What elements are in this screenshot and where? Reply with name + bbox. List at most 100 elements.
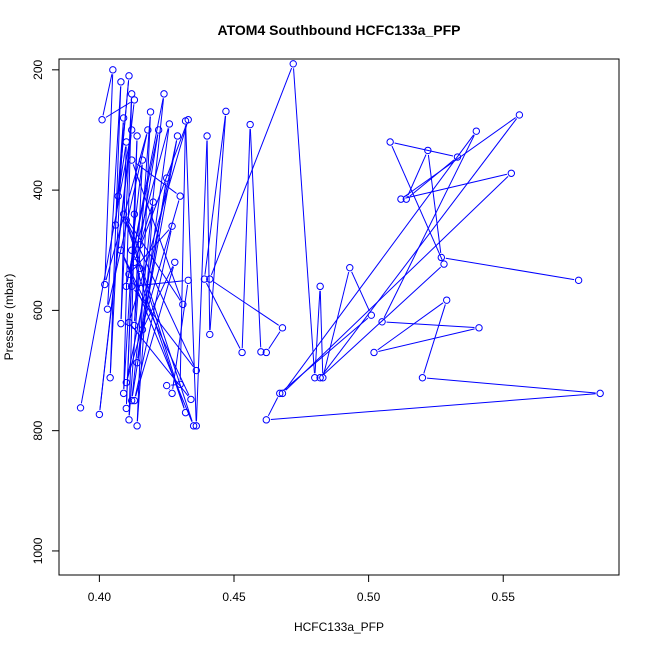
data-point — [109, 66, 117, 74]
data-point — [386, 138, 394, 146]
data-point — [136, 241, 144, 249]
series-segment — [391, 145, 443, 261]
data-point — [442, 296, 451, 304]
data-point — [130, 96, 139, 104]
series-segment — [134, 230, 172, 397]
data-point — [122, 404, 131, 413]
series-segment — [118, 146, 127, 192]
data-point — [402, 195, 411, 203]
series-segment — [120, 146, 127, 320]
series-segment — [319, 290, 324, 374]
data-point — [133, 132, 141, 140]
series-segment — [143, 266, 174, 326]
series-segment — [404, 117, 517, 197]
data-point — [397, 195, 405, 203]
series-segment — [323, 271, 350, 374]
y-tick-label: 1000 — [31, 537, 45, 564]
series-segment — [135, 162, 177, 194]
series-segment — [427, 154, 442, 254]
data-point — [440, 260, 448, 268]
data-point — [127, 246, 136, 254]
series-segment — [126, 98, 164, 283]
data-point — [453, 153, 462, 161]
data-point — [203, 132, 211, 140]
data-point — [278, 324, 287, 332]
series-segment — [204, 115, 226, 275]
series-segment — [140, 134, 159, 241]
series-segment — [394, 142, 454, 157]
series-segment — [426, 377, 596, 394]
data-point — [98, 116, 106, 124]
data-point — [119, 389, 128, 398]
data-point — [168, 222, 176, 230]
data-point — [246, 120, 254, 129]
series-segment — [131, 98, 165, 397]
data-point — [507, 169, 516, 177]
data-point — [122, 282, 131, 291]
data-point — [181, 117, 190, 125]
data-point — [187, 395, 195, 404]
data-point — [127, 282, 136, 291]
data-point — [95, 410, 104, 419]
data-point — [238, 348, 246, 357]
series-segment — [80, 134, 132, 404]
data-point — [127, 90, 136, 98]
series-segment — [137, 128, 170, 359]
data-point — [138, 156, 147, 164]
series-segment — [185, 125, 197, 422]
data-point — [418, 374, 427, 382]
series-segment — [383, 134, 475, 318]
x-tick-label: 0.45 — [222, 590, 246, 604]
data-point — [130, 321, 139, 330]
series-segment — [282, 317, 369, 391]
data-point — [378, 318, 386, 326]
series-segment — [123, 98, 133, 389]
data-point — [206, 330, 214, 339]
data-point — [173, 132, 182, 140]
data-point — [117, 319, 125, 328]
series-segment — [122, 254, 193, 422]
data-point — [257, 348, 265, 356]
y-tick-label: 200 — [31, 59, 45, 79]
data-point — [316, 374, 324, 382]
y-tick-label: 400 — [31, 180, 45, 200]
series-segment — [135, 123, 188, 259]
series-group — [76, 60, 604, 430]
series-segment — [284, 134, 475, 391]
data-point — [160, 90, 168, 98]
data-point — [424, 146, 432, 155]
series-segment — [131, 325, 189, 397]
series-segment — [270, 393, 596, 420]
data-point — [222, 107, 230, 116]
series-segment — [322, 118, 518, 375]
data-point — [144, 126, 152, 134]
y-tick-label: 800 — [31, 420, 45, 440]
series-segment — [136, 116, 151, 422]
series-segment — [132, 164, 182, 301]
series-segment — [122, 254, 190, 396]
data-point — [162, 381, 171, 390]
data-point — [125, 270, 133, 279]
data-point — [117, 78, 125, 86]
series-segment — [407, 154, 427, 196]
series-segment — [120, 98, 132, 320]
data-point — [472, 127, 481, 135]
series-segment — [323, 266, 442, 376]
series-segment — [102, 74, 113, 116]
x-tick-label: 0.40 — [88, 590, 112, 604]
x-axis: 0.40 0.45 0.50 0.55 — [88, 575, 515, 604]
chart-title: ATOM4 Southbound HCFC133a_PFP — [218, 22, 461, 38]
data-point — [316, 282, 324, 291]
data-point — [176, 192, 184, 200]
data-point — [76, 404, 85, 412]
data-point — [106, 374, 114, 382]
data-point — [574, 276, 583, 285]
data-point — [176, 380, 184, 389]
series-segment — [134, 289, 194, 368]
data-point — [149, 198, 157, 206]
data-point — [127, 156, 136, 164]
data-point — [127, 126, 136, 134]
series-segment — [205, 282, 241, 349]
series-segment — [314, 290, 321, 374]
series-segment — [409, 159, 455, 197]
